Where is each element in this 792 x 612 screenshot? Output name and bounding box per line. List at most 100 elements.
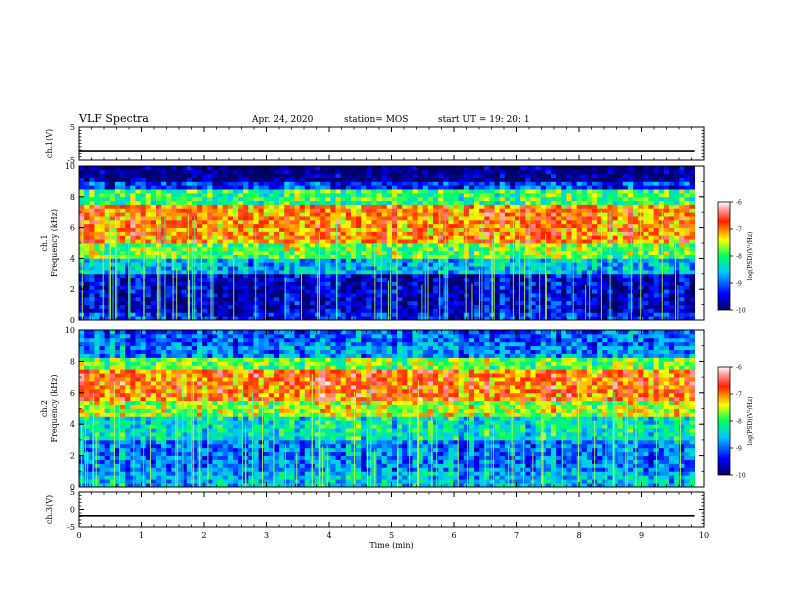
spectrogram-cell: [120, 246, 126, 252]
spectrogram-cell: [320, 285, 326, 290]
spectrogram-cell: [109, 192, 116, 198]
spectrogram-cell: [576, 304, 583, 309]
spectrogram-cell: [279, 173, 285, 178]
spectrogram-cell: [350, 277, 357, 282]
spectrogram-cell: [345, 177, 352, 182]
spectrogram-cell: [361, 308, 367, 313]
spectrogram-cell: [617, 231, 624, 236]
spectrogram-cell: [525, 254, 531, 259]
spectrogram-cell: [561, 192, 567, 198]
spectrogram-cell: [468, 192, 475, 198]
spectrogram-cell: [320, 212, 326, 217]
spectrogram-cell: [586, 250, 593, 255]
spectrogram-cell: [674, 262, 680, 267]
spectrogram-cell: [340, 223, 347, 228]
spectrogram-cell: [314, 262, 321, 267]
spectrogram-cell: [222, 312, 229, 317]
spectrogram-cell: [253, 227, 259, 232]
spectrogram-cell: [592, 200, 598, 205]
spectrogram-cell: [556, 483, 562, 488]
spectrogram-cell: [576, 293, 583, 298]
spectrogram-cell: [130, 243, 136, 248]
ch1-voltage-panel: [78, 126, 705, 161]
spectrogram-cell: [520, 196, 526, 202]
spectrogram-cell: [284, 285, 290, 290]
spectrogram-cell: [289, 231, 295, 236]
spectrogram-cell: [653, 239, 660, 244]
spectrogram-cell: [689, 169, 696, 175]
spectrogram-cell: [89, 212, 95, 217]
spectrogram-cell: [612, 250, 619, 255]
spectrogram-cell: [320, 304, 326, 309]
spectrogram-cell: [602, 312, 608, 317]
spectrogram-cell: [540, 223, 547, 228]
spectrogram-cell: [674, 169, 680, 175]
spectrogram-cell: [643, 266, 649, 271]
spectrogram-cell: [150, 227, 157, 232]
spectrogram-cell: [186, 173, 193, 178]
spectrogram-cell: [663, 277, 670, 282]
spectrogram-cell: [232, 296, 239, 302]
spectrogram-cell: [279, 208, 285, 213]
spectrogram-cell: [222, 273, 229, 279]
spectrogram-cell: [484, 277, 490, 282]
spectrogram-cell: [633, 273, 639, 279]
spectrogram-cell: [202, 166, 208, 171]
spectrogram-cell: [145, 200, 152, 205]
spectrogram-cell: [268, 304, 275, 309]
spectrogram-cell: [94, 166, 100, 171]
spectrogram-cell: [150, 308, 157, 313]
spectrogram-cell: [345, 208, 352, 213]
spectrogram-cell: [135, 266, 141, 271]
spectrogram-cell: [576, 250, 583, 255]
spectrogram-cell: [458, 483, 465, 488]
spectrogram-cell: [350, 196, 357, 202]
spectrogram-cell: [474, 223, 480, 228]
spectrogram-cell: [145, 166, 152, 171]
spectrogram-cell: [361, 304, 367, 309]
spectrogram-cell: [622, 266, 629, 271]
spectrogram-cell: [212, 262, 218, 267]
spectrogram-cell: [166, 204, 172, 209]
spectrogram-cell: [479, 200, 485, 205]
spectrogram-cell: [366, 269, 372, 275]
spectrogram-cell: [432, 304, 439, 309]
spectrogram-cell: [371, 166, 377, 171]
spectrogram-cell: [627, 189, 634, 194]
spectrogram-cell: [412, 231, 418, 236]
spectrogram-cell: [330, 219, 336, 225]
spectrogram-cell: [309, 216, 316, 221]
spectrogram-cell: [294, 296, 300, 302]
spectrogram-cell: [381, 277, 388, 282]
sferic-streak: [301, 273, 302, 320]
spectrogram-cell: [181, 235, 188, 240]
spectrogram-cell: [268, 243, 275, 248]
spectrogram-cell: [304, 181, 311, 186]
spectrogram-cell: [130, 212, 136, 217]
spectrogram-cell: [248, 316, 254, 321]
spectrogram-cell: [155, 231, 162, 236]
spectrogram-cell: [84, 250, 90, 255]
spectrogram-cell: [658, 169, 665, 175]
spectrogram-cell: [325, 308, 331, 313]
spectrogram-cell: [120, 285, 126, 290]
spectrogram-cell: [586, 208, 593, 213]
spectrogram-cell: [643, 316, 649, 321]
spectrogram-cell: [576, 173, 583, 178]
spectrogram-cell: [94, 289, 100, 294]
spectrogram-cell: [627, 166, 634, 171]
spectrogram-cell: [299, 181, 306, 186]
spectrogram-cell: [186, 266, 193, 271]
spectrogram-cell: [668, 212, 675, 217]
spectrogram-cell: [212, 285, 218, 290]
spectrogram-cell: [643, 231, 649, 236]
spectrogram-cell: [535, 246, 542, 252]
spectrogram-cell: [509, 296, 516, 302]
spectrogram-cell: [258, 166, 265, 171]
spectrogram-cell: [253, 281, 259, 286]
spectrogram-cell: [612, 262, 619, 267]
spectrogram-cell: [99, 246, 106, 252]
spectrogram-cell: [592, 250, 598, 255]
spectrogram-cell: [238, 239, 244, 244]
spectrogram-cell: [525, 300, 531, 305]
